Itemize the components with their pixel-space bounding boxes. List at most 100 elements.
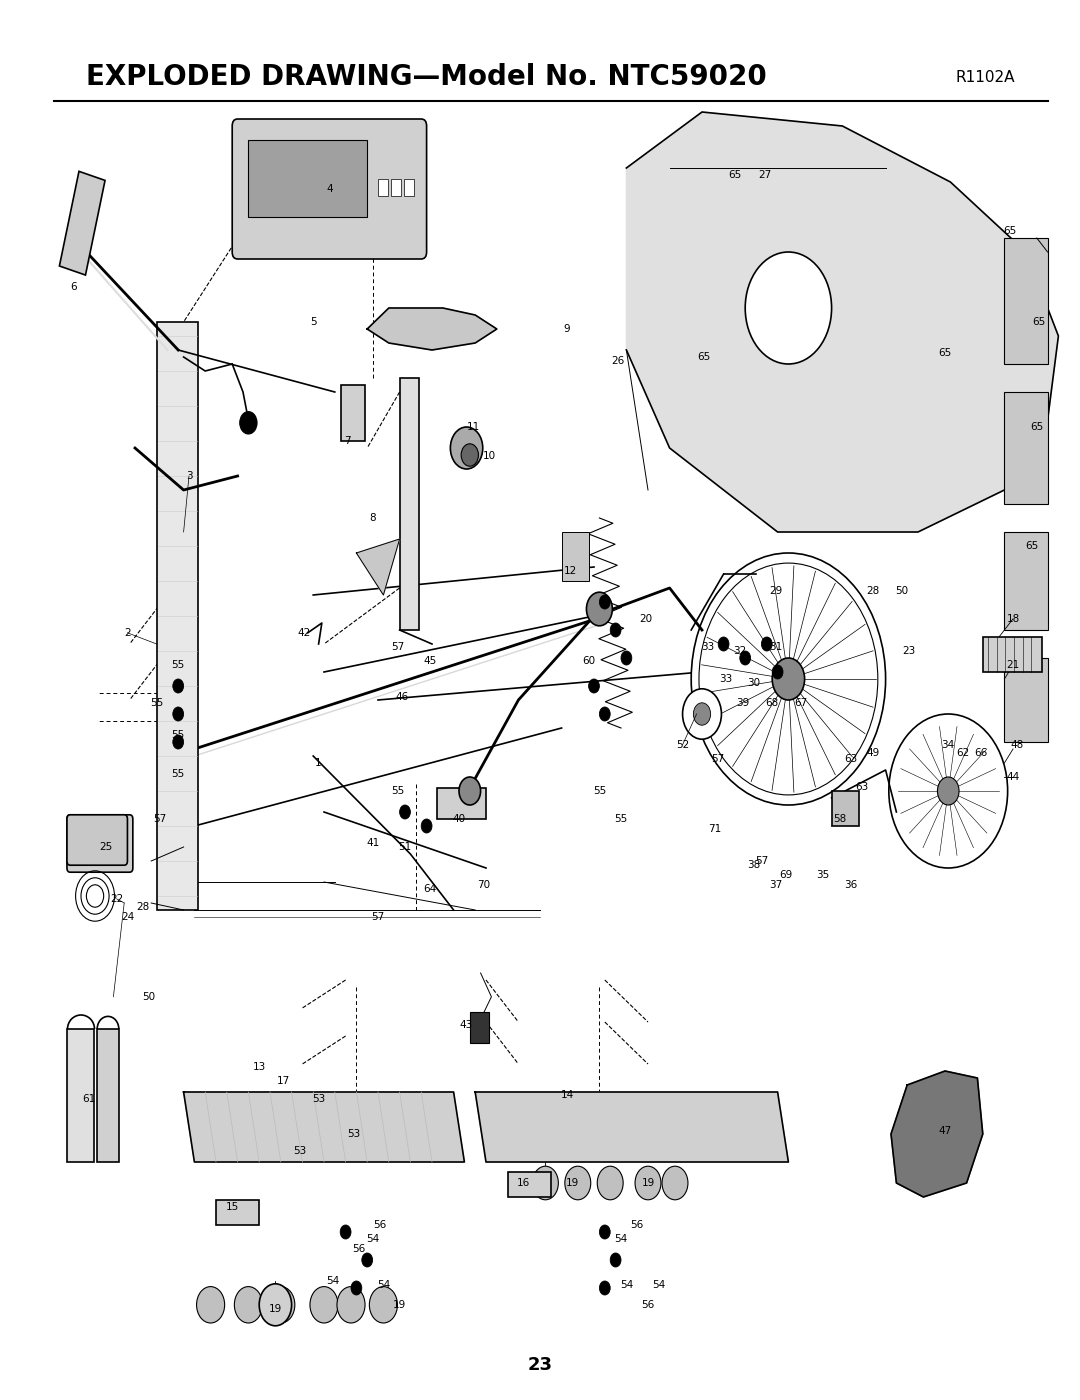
Circle shape <box>240 412 257 434</box>
Text: 43: 43 <box>460 1019 473 1030</box>
Text: 41: 41 <box>366 837 379 848</box>
Text: 3: 3 <box>186 470 192 482</box>
Circle shape <box>691 553 886 805</box>
Circle shape <box>459 777 481 805</box>
Bar <box>378 179 388 196</box>
Bar <box>983 637 1042 672</box>
Circle shape <box>421 819 432 833</box>
Text: 19: 19 <box>642 1177 654 1189</box>
Circle shape <box>400 805 410 819</box>
Bar <box>97 1029 119 1162</box>
Text: 56: 56 <box>374 1219 387 1231</box>
Text: 5: 5 <box>310 316 316 328</box>
Circle shape <box>173 707 184 721</box>
Text: 25: 25 <box>99 841 112 853</box>
Text: 64: 64 <box>423 883 436 895</box>
Text: 23: 23 <box>527 1357 553 1373</box>
Text: 65: 65 <box>1032 316 1045 328</box>
Text: 33: 33 <box>719 673 732 685</box>
Text: 26: 26 <box>611 356 624 367</box>
Circle shape <box>635 1166 661 1200</box>
Circle shape <box>610 1253 621 1267</box>
Text: 68: 68 <box>766 697 779 708</box>
Bar <box>341 385 365 441</box>
Text: 52: 52 <box>676 739 689 750</box>
Bar <box>1004 532 1048 630</box>
Bar <box>1004 392 1048 504</box>
Bar <box>404 179 414 196</box>
Bar <box>157 322 198 910</box>
Text: EXPLODED DRAWING—Model No. NTC59020: EXPLODED DRAWING—Model No. NTC59020 <box>86 63 767 91</box>
Text: 39: 39 <box>737 697 750 708</box>
Text: 35: 35 <box>816 869 829 881</box>
Text: 65: 65 <box>939 347 951 358</box>
Bar <box>216 1200 259 1225</box>
Polygon shape <box>475 1092 788 1162</box>
Circle shape <box>621 651 632 665</box>
Circle shape <box>610 623 621 637</box>
Circle shape <box>599 1225 610 1239</box>
Text: 7: 7 <box>345 435 351 447</box>
Text: 9: 9 <box>564 323 570 335</box>
Circle shape <box>761 637 772 651</box>
Circle shape <box>259 1284 292 1326</box>
Text: 18: 18 <box>1007 613 1020 624</box>
Polygon shape <box>367 308 497 350</box>
Circle shape <box>310 1287 338 1323</box>
Text: 65: 65 <box>1025 540 1038 552</box>
Polygon shape <box>356 539 400 595</box>
Text: 13: 13 <box>253 1061 266 1072</box>
Text: 53: 53 <box>348 1128 361 1140</box>
Text: 47: 47 <box>939 1126 951 1137</box>
Text: 53: 53 <box>312 1093 325 1105</box>
Text: 45: 45 <box>423 655 436 666</box>
Text: 61: 61 <box>82 1093 95 1105</box>
Text: 8: 8 <box>369 512 376 524</box>
Bar <box>400 378 419 630</box>
Text: 58: 58 <box>834 813 847 825</box>
Text: 20: 20 <box>639 613 652 624</box>
Text: 24: 24 <box>121 911 134 923</box>
Text: 55: 55 <box>593 785 606 797</box>
Text: 4: 4 <box>326 183 333 195</box>
Bar <box>391 179 401 196</box>
Text: 19: 19 <box>393 1299 406 1310</box>
Text: R1102A: R1102A <box>956 70 1015 84</box>
Circle shape <box>565 1166 591 1200</box>
Text: 16: 16 <box>517 1177 530 1189</box>
Circle shape <box>369 1287 397 1323</box>
Text: 70: 70 <box>477 879 490 890</box>
Circle shape <box>450 427 483 469</box>
Text: 63: 63 <box>855 781 868 792</box>
Bar <box>1004 658 1048 742</box>
Text: 57: 57 <box>372 911 384 923</box>
FancyBboxPatch shape <box>67 815 133 872</box>
Text: 65: 65 <box>1030 421 1043 433</box>
Circle shape <box>362 1253 373 1267</box>
Bar <box>67 1029 94 1162</box>
Text: 33: 33 <box>701 641 714 652</box>
Bar <box>562 532 589 581</box>
Bar <box>59 171 105 274</box>
Text: 29: 29 <box>769 585 782 596</box>
Circle shape <box>772 658 805 700</box>
Bar <box>248 140 367 217</box>
Text: 55: 55 <box>172 659 185 671</box>
Circle shape <box>937 777 959 805</box>
Text: 57: 57 <box>153 813 166 825</box>
Circle shape <box>589 679 599 693</box>
Text: 12: 12 <box>564 566 577 577</box>
Text: 21: 21 <box>1007 659 1020 671</box>
Text: 71: 71 <box>708 823 721 834</box>
Text: 2: 2 <box>124 627 131 638</box>
Bar <box>508 1172 551 1197</box>
FancyBboxPatch shape <box>67 815 127 865</box>
Text: 54: 54 <box>377 1280 390 1291</box>
Text: 65: 65 <box>728 169 741 181</box>
Text: 55: 55 <box>615 813 627 825</box>
Text: 65: 65 <box>1003 225 1016 237</box>
Text: 54: 54 <box>366 1233 379 1245</box>
Circle shape <box>745 252 832 364</box>
Text: 50: 50 <box>895 585 908 596</box>
Text: 63: 63 <box>845 753 858 764</box>
